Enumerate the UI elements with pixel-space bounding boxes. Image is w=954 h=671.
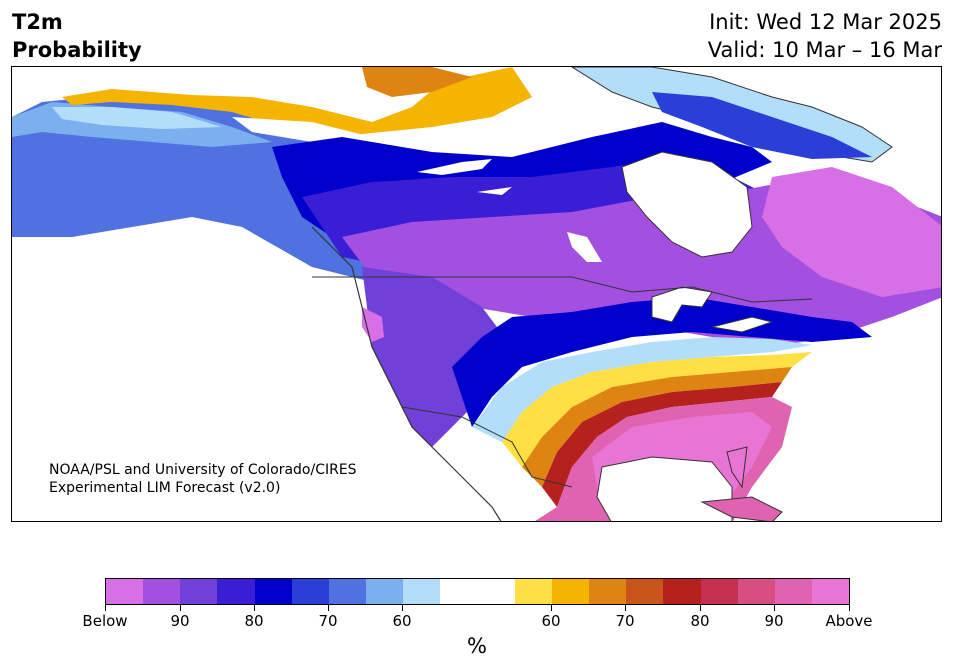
credit-line-2: Experimental LIM Forecast (v2.0) (49, 480, 281, 496)
init-date: Init: Wed 12 Mar 2025 (709, 10, 942, 34)
title-line-1: T2m (12, 10, 63, 34)
colorbar-segment (440, 579, 478, 604)
colorbar-tick (328, 605, 329, 611)
colorbar-segment (477, 579, 515, 604)
lake-winnipeg (567, 232, 602, 262)
colorbar-tick (402, 605, 403, 611)
lake-erie (711, 316, 774, 333)
southeast-orange (522, 367, 792, 487)
colorbar-tick (625, 605, 626, 611)
us-mexico-border (401, 406, 573, 488)
colorbar-unit: % (467, 634, 487, 658)
us-canada-border (312, 276, 813, 303)
map-title: T2m Probability (12, 8, 142, 64)
colorbar-segment (217, 579, 255, 604)
cuba (700, 496, 783, 521)
credit-text: NOAA/PSL and University of Colorado/CIRE… (49, 461, 357, 497)
colorbar-tick-label: 90 (170, 612, 190, 630)
plains-light-band (472, 337, 812, 442)
colorbar-segment (143, 579, 181, 604)
great-slave-lake (417, 159, 492, 175)
forecast-info: Init: Wed 12 Mar 2025 Valid: 10 Mar – 16… (708, 8, 942, 64)
colorbar-segment (774, 579, 812, 604)
colorbar-segment (700, 579, 738, 604)
colorbar-tick (700, 605, 701, 611)
west-coastline (311, 226, 502, 521)
arctic-blue (652, 92, 872, 159)
colorbar-tick (774, 605, 775, 611)
colorbar-tick (551, 605, 552, 611)
colorbar-segment (737, 579, 775, 604)
colorbar-tick-label: 80 (690, 612, 710, 630)
colorbar-segment (403, 579, 441, 604)
map-svg (12, 67, 941, 521)
colorbar-tick-label: Below (82, 612, 128, 630)
north-orange-patch (362, 67, 472, 97)
plains-blue-band (452, 297, 872, 427)
hudson-bay (621, 151, 753, 258)
title-line-2: Probability (12, 38, 142, 62)
colorbar-segment (589, 579, 627, 604)
colorbar-segment (328, 579, 367, 604)
colorbar-tick-label: 60 (541, 612, 561, 630)
colorbar-segment (811, 579, 850, 604)
colorbar-tick-label: 70 (318, 612, 338, 630)
florida (726, 446, 748, 489)
colorbar-segment (180, 579, 218, 604)
colorbar-tick (180, 605, 181, 611)
colorbar-segment (291, 579, 329, 604)
colorbar-tick-label: 80 (244, 612, 264, 630)
california-pink (362, 307, 384, 342)
credit-line-1: NOAA/PSL and University of Colorado/CIRE… (49, 462, 357, 478)
colorbar-tick-label: 60 (392, 612, 412, 630)
colorbar-tick-label: 90 (764, 612, 784, 630)
colorbar-tick (105, 605, 106, 611)
colorbar-tick (849, 605, 850, 611)
alaska-pale-blue (52, 107, 222, 129)
southeast-red (542, 382, 782, 507)
quebec-pink (762, 167, 941, 297)
north-warm-band (62, 67, 532, 137)
colorbar-segment (514, 579, 552, 604)
colorbar-tick (254, 605, 255, 611)
southeast-yellow (502, 352, 812, 467)
colorbar-segment (551, 579, 590, 604)
gulf-of-mexico (596, 456, 733, 521)
colorbar-segment (626, 579, 664, 604)
colorbar (105, 578, 850, 605)
valid-dates: Valid: 10 Mar – 16 Mar (707, 38, 942, 62)
colorbar-segment (663, 579, 701, 604)
colorbar-tick-label: Above (825, 612, 873, 630)
colorbar-segment (254, 579, 292, 604)
colorbar-tick-label: 70 (615, 612, 635, 630)
colorbar-segment (106, 579, 144, 604)
north-pale-band (232, 107, 552, 152)
lake-athabasca (477, 187, 512, 195)
forecast-map (11, 66, 942, 522)
colorbar-segment (366, 579, 404, 604)
